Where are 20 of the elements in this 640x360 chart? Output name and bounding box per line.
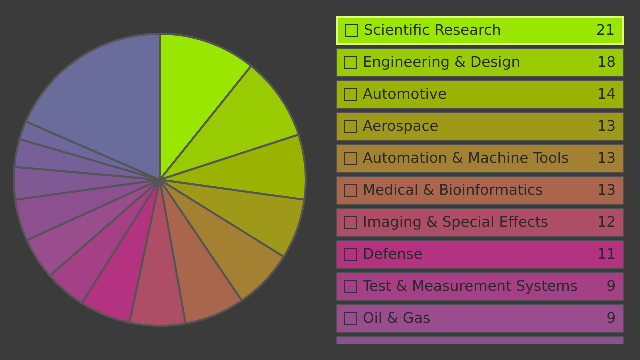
data-label: 9 <box>606 310 616 326</box>
legend-label: Oil & Gas <box>363 310 432 326</box>
data-label: 13 <box>598 150 616 166</box>
data-label: 9 <box>606 278 616 294</box>
legend-label: Imaging & Special Effects <box>363 214 550 230</box>
legend-label: Test & Measurement Systems <box>363 278 579 294</box>
legend-label: Medical & Bioinformatics <box>363 182 544 198</box>
legend-label: Aerospace <box>363 118 440 134</box>
data-label: 13 <box>598 182 616 198</box>
data-label: 11 <box>598 246 616 262</box>
legend-label: Automation & Machine Tools <box>363 150 570 166</box>
legend-label: Engineering & Design <box>363 54 522 70</box>
legend-label: Automotive <box>363 86 448 102</box>
legend-label: Scientific Research <box>364 22 502 38</box>
data-label: 21 <box>596 22 615 38</box>
data-label: 12 <box>598 214 616 230</box>
data-label: 14 <box>598 86 616 102</box>
legend-label: Defense <box>363 246 424 262</box>
data-label: 13 <box>598 118 616 134</box>
data-label: 18 <box>598 54 616 70</box>
